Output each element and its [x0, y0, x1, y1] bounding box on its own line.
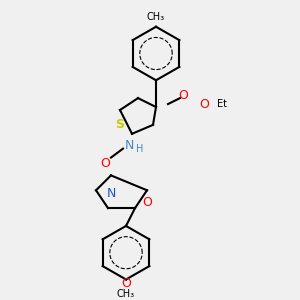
Text: O: O [199, 98, 209, 111]
Text: CH₃: CH₃ [117, 289, 135, 299]
Text: CH₃: CH₃ [147, 12, 165, 22]
Text: O: O [121, 278, 131, 290]
Text: H: H [136, 144, 143, 154]
Text: S: S [116, 118, 124, 131]
Text: N: N [106, 187, 116, 200]
Text: N: N [124, 139, 134, 152]
Text: O: O [178, 88, 188, 102]
Text: O: O [142, 196, 152, 209]
Text: O: O [100, 157, 110, 170]
Text: Et: Et [217, 99, 227, 109]
